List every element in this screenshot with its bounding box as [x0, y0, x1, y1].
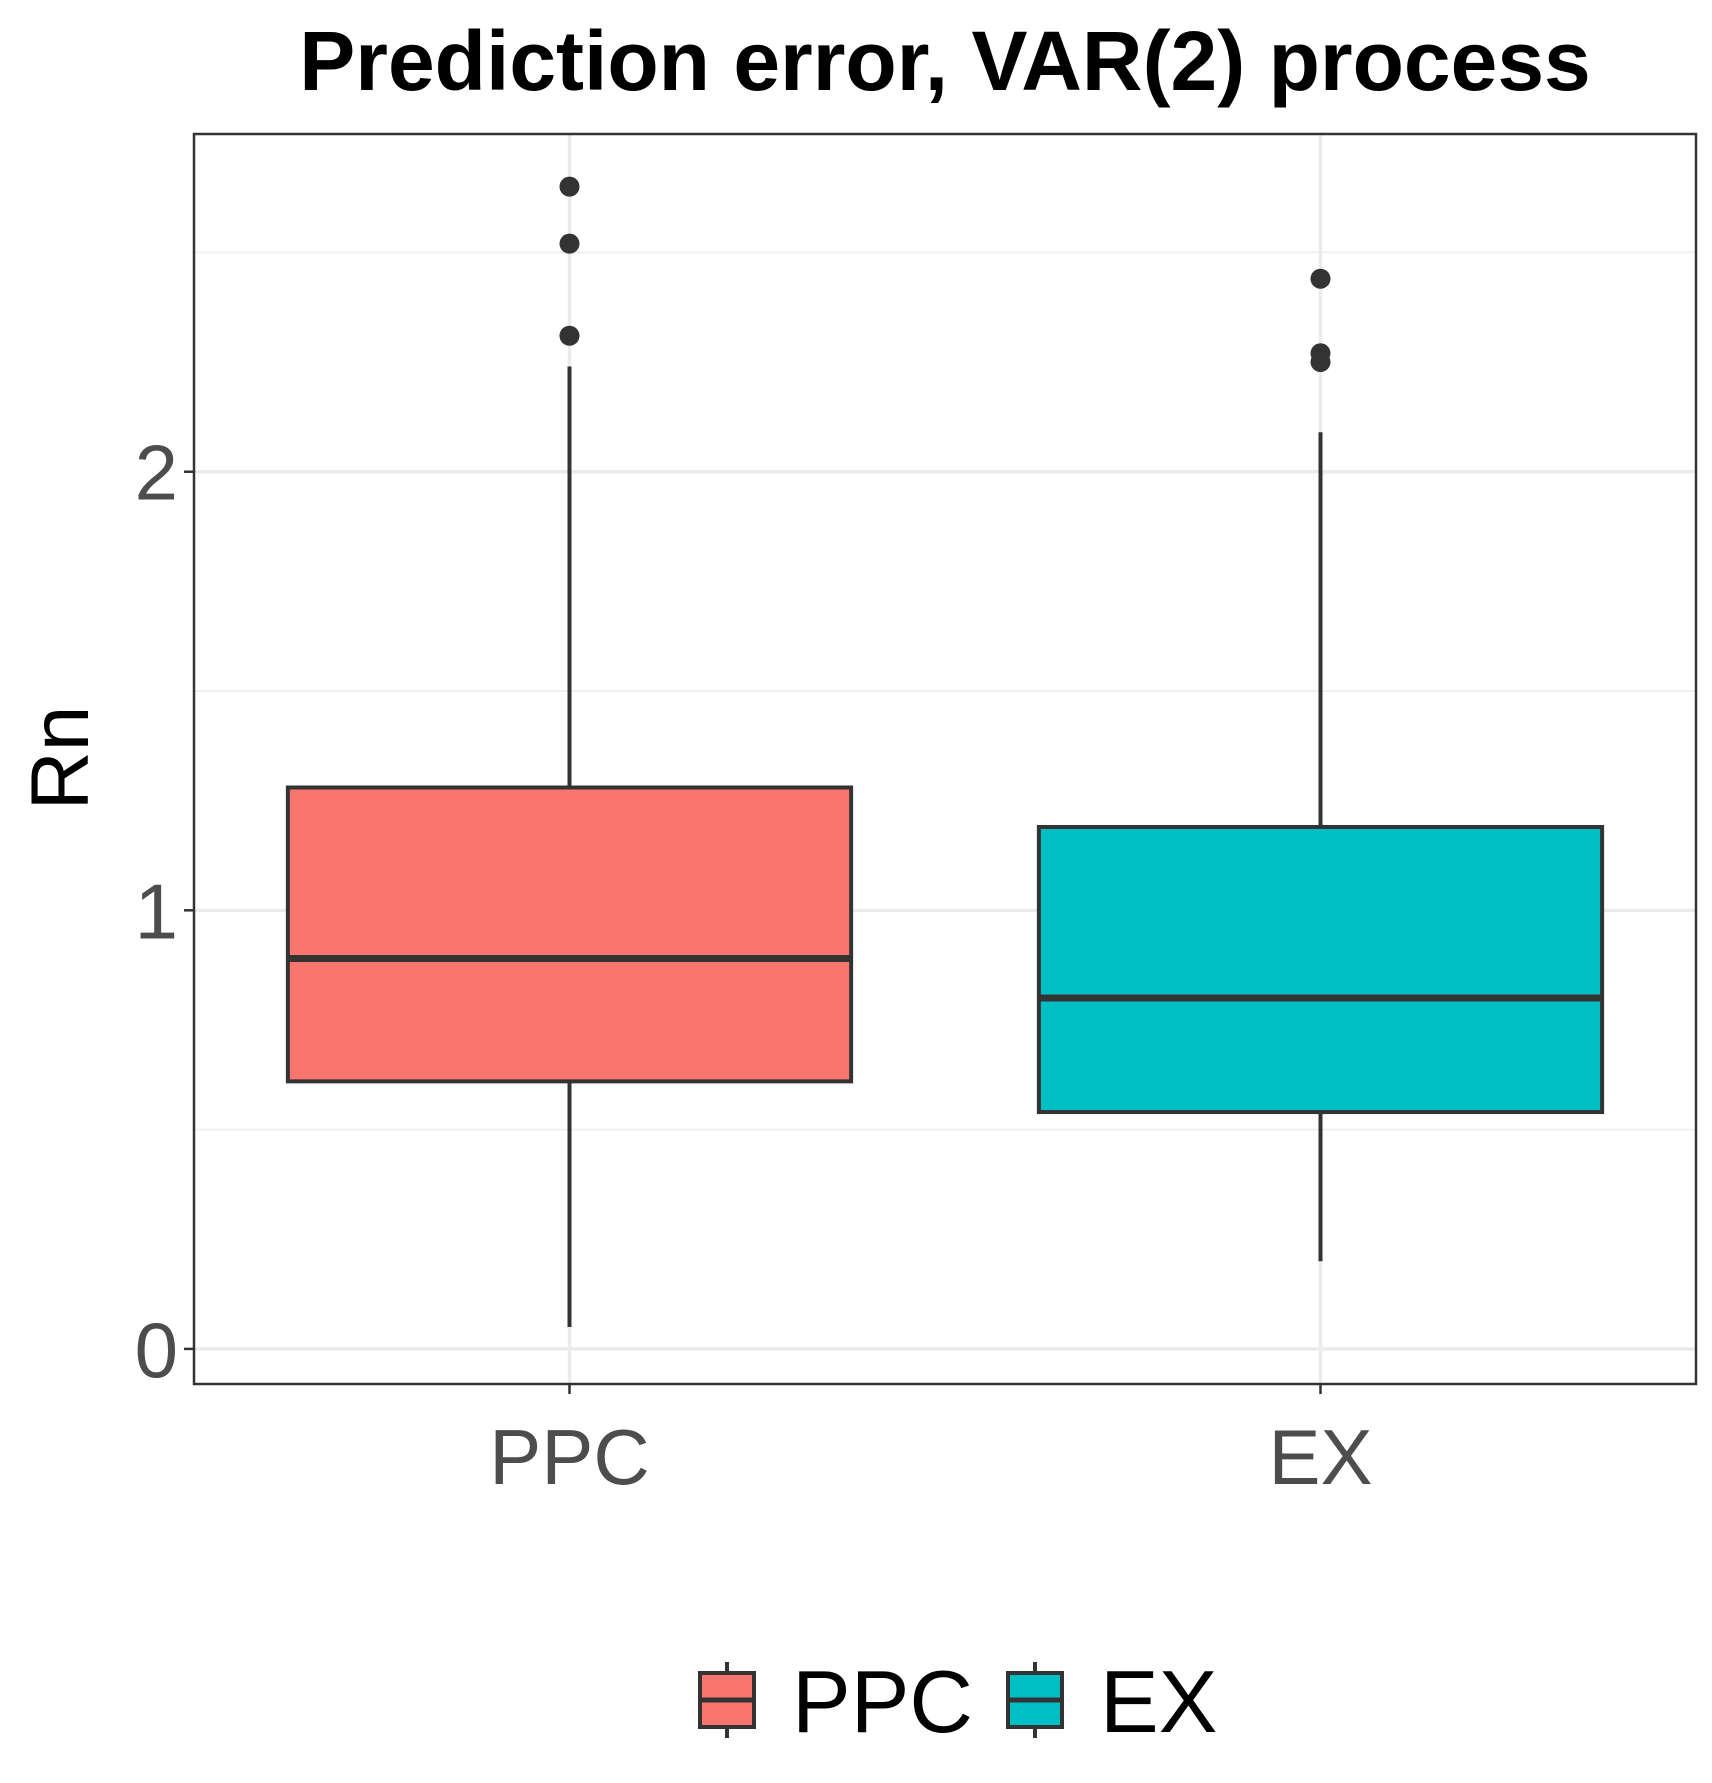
x-tick-label: PPC: [489, 1413, 649, 1501]
legend-item-ppc: PPC: [698, 1652, 973, 1751]
plot-area: 0 1 2 PPC EX: [135, 132, 1698, 1501]
outlier-point: [559, 325, 580, 346]
outlier-point: [1310, 343, 1331, 364]
y-axis-title: Rn: [15, 706, 106, 811]
legend: PPC EX: [698, 1652, 1217, 1751]
chart-title: Prediction error, VAR(2) process: [299, 14, 1591, 108]
y-tick-label: 0: [135, 1306, 178, 1394]
legend-label: PPC: [792, 1652, 973, 1751]
box-iqr: [285, 785, 854, 1084]
panel-border: [192, 132, 1698, 1386]
box-ex: [1036, 268, 1605, 1262]
outlier-point: [559, 233, 580, 254]
box-iqr: [1036, 824, 1605, 1115]
outlier-point: [1310, 268, 1331, 289]
y-tick-label: 2: [135, 429, 178, 517]
panel-background: [194, 134, 1696, 1384]
y-tick-label: 1: [135, 867, 178, 955]
outlier-point: [559, 176, 580, 197]
legend-item-ex: EX: [1006, 1652, 1217, 1751]
x-tick-label: EX: [1268, 1413, 1372, 1501]
legend-label: EX: [1100, 1652, 1217, 1751]
box-ppc: [285, 176, 854, 1327]
